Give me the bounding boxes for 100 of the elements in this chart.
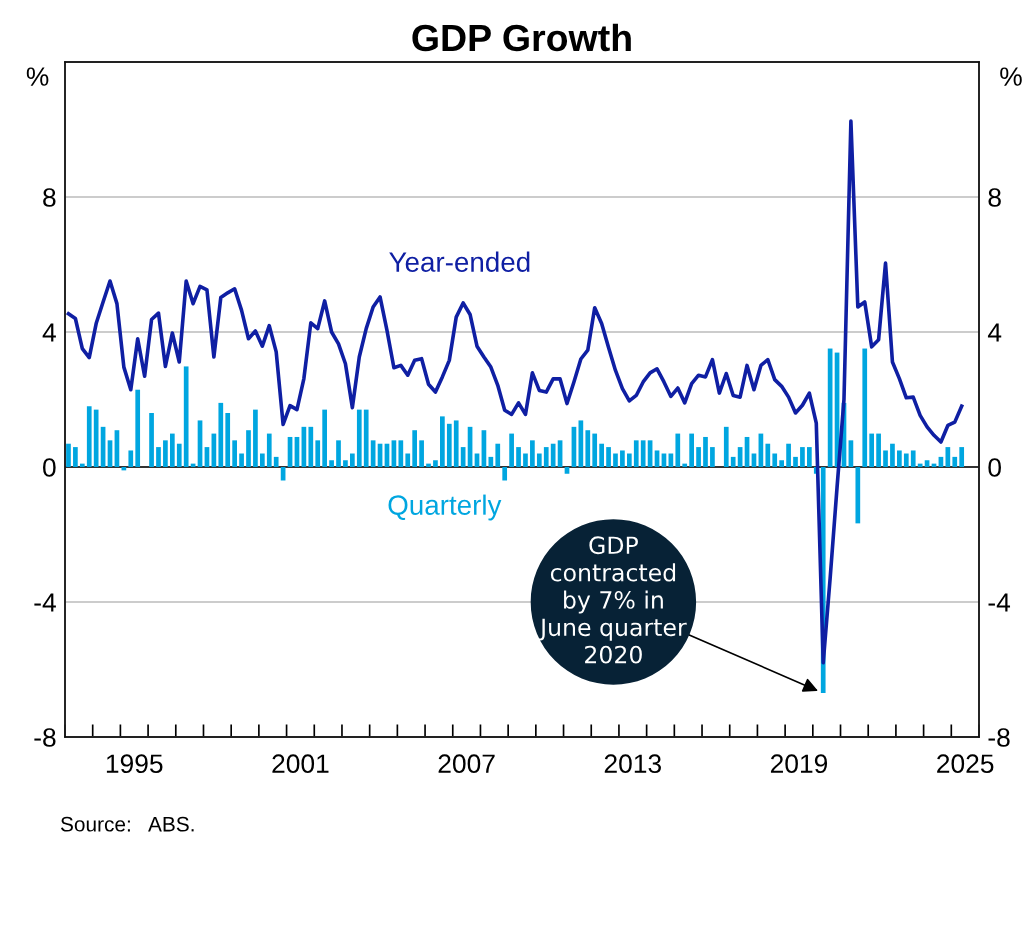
bar: [620, 450, 625, 467]
bar: [253, 409, 258, 467]
bar: [93, 409, 99, 467]
bar: [266, 433, 272, 467]
y-tick-label: 8: [43, 188, 56, 207]
bar: [225, 413, 231, 467]
bar: [530, 440, 535, 467]
bar: [876, 433, 881, 467]
bar: [903, 453, 909, 467]
annotation: GDP contracted by 7% in June quarter 2020: [538, 536, 687, 664]
bar: [329, 460, 334, 467]
bar: [73, 447, 78, 467]
bar: [183, 366, 189, 467]
bar: [86, 406, 92, 467]
bar: [156, 447, 161, 467]
y2-tick-label: -4: [988, 593, 1011, 612]
x-tick-label: 2019: [770, 754, 828, 774]
y-tick-label: -8: [34, 728, 56, 747]
x-tick-label: 2001: [272, 754, 329, 774]
x-tick-label: 2007: [438, 754, 495, 774]
bar: [696, 447, 701, 467]
bar: [945, 447, 951, 467]
y2-tick-label: -8: [988, 728, 1010, 747]
bar: [640, 440, 646, 467]
bar: [543, 447, 549, 467]
bar: [239, 453, 244, 467]
bar: [440, 416, 445, 467]
x-tick-label: 2025: [937, 754, 994, 774]
bar: [592, 433, 598, 467]
bar: [163, 440, 168, 467]
bar: [613, 453, 618, 467]
y-tick-label: -4: [34, 593, 56, 612]
bar: [869, 433, 875, 467]
bar: [356, 409, 362, 467]
bar: [516, 447, 521, 467]
bar: [79, 463, 85, 467]
y-tick-label: 4: [42, 323, 56, 342]
bar: [952, 456, 958, 467]
bar: [786, 443, 791, 467]
bar: [509, 433, 514, 467]
bar: [730, 456, 736, 467]
series-label: Year-ended: [389, 251, 530, 272]
bar: [883, 450, 888, 467]
bar: [176, 443, 182, 467]
bar: [550, 443, 556, 467]
chart-title: GDP Growth: [412, 23, 631, 52]
bar: [398, 440, 404, 467]
bar: [412, 430, 418, 467]
bar: [66, 443, 71, 467]
bar: [246, 430, 251, 467]
bar: [585, 430, 591, 467]
bar: [135, 389, 141, 467]
source-note: Source: ABS.: [60, 816, 194, 832]
bar: [322, 409, 328, 467]
bar: [495, 443, 501, 467]
bar: [807, 447, 812, 467]
y2-tick-label: 0: [988, 458, 1001, 477]
bar: [703, 436, 708, 467]
bar: [682, 463, 688, 467]
line-series: [66, 119, 964, 665]
bar: [502, 467, 508, 481]
y2-tick-label: 8: [988, 188, 1001, 207]
bar: [765, 443, 771, 467]
bar: [689, 433, 694, 467]
bar: [488, 456, 494, 467]
bar: [723, 426, 729, 467]
bar: [675, 433, 681, 467]
bar: [772, 453, 778, 467]
bar: [855, 467, 861, 524]
bar: [419, 440, 424, 467]
bar: [536, 453, 542, 467]
bar: [350, 453, 355, 467]
bar: [308, 426, 314, 467]
bar: [363, 409, 369, 467]
bar: [959, 447, 965, 467]
bar: [405, 453, 411, 467]
bar: [273, 456, 279, 467]
bar: [426, 463, 431, 467]
bar: [779, 460, 785, 467]
bar: [232, 440, 237, 467]
bar: [315, 440, 321, 467]
bar: [793, 456, 798, 467]
bar: [633, 440, 639, 467]
bar: [446, 423, 452, 467]
bar: [862, 348, 868, 467]
bar: [336, 440, 341, 467]
bar: [453, 420, 459, 467]
bar: [149, 413, 154, 467]
bar: [343, 460, 348, 467]
bar: [169, 433, 175, 467]
y-tick-label: 0: [43, 458, 56, 477]
y2-axis-title: %: [1000, 67, 1022, 86]
x-tick-label: 2013: [604, 754, 661, 774]
x-tick-label: 1995: [106, 754, 163, 774]
bar: [897, 450, 902, 467]
y2-tick-label: 4: [987, 323, 1002, 342]
bar: [433, 460, 438, 467]
bar: [710, 447, 715, 467]
y-axis-title: %: [26, 67, 49, 86]
bar: [128, 450, 134, 467]
